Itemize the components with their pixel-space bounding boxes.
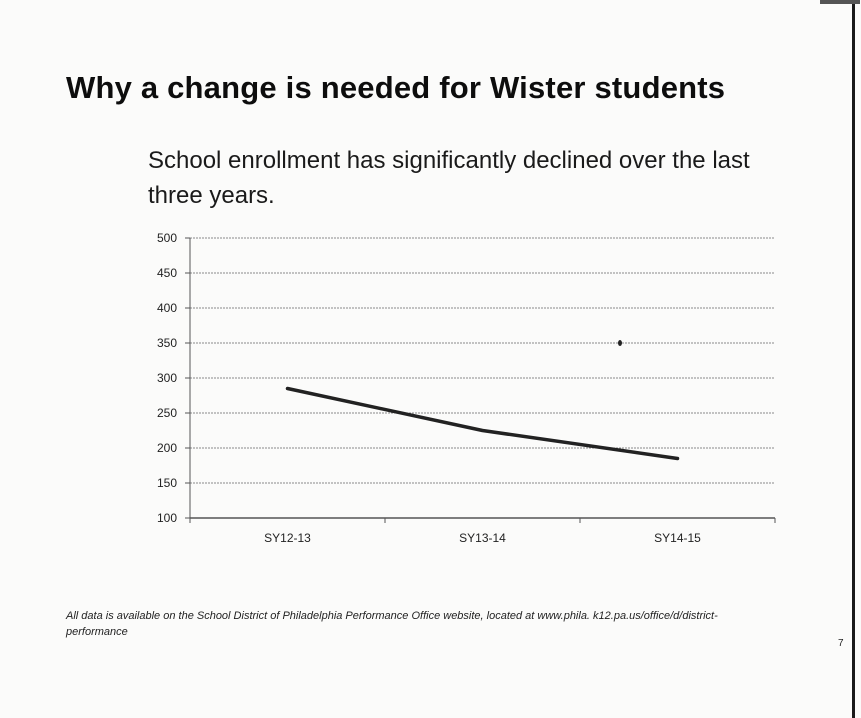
tick-labels: 100 150 200 250 300 350 400 450 500 SY12-13 SY13-1… — [157, 231, 701, 545]
data-point — [286, 387, 289, 390]
x-tick-label: SY12-13 — [264, 531, 311, 545]
x-tick-label: SY14-15 — [654, 531, 701, 545]
series — [285, 386, 680, 461]
slide-title: Why a change is needed for Wister studen… — [66, 70, 726, 105]
page-number: 7 — [838, 638, 844, 649]
x-tick-label: SY13-14 — [459, 531, 506, 545]
y-tick-label: 500 — [157, 231, 177, 245]
y-tick-label: 350 — [157, 336, 177, 350]
axes — [185, 237, 776, 523]
y-tick-label: 250 — [157, 406, 177, 420]
y-tick-label: 300 — [157, 371, 177, 385]
data-point — [676, 457, 679, 460]
y-tick-label: 100 — [157, 511, 177, 525]
source-footnote: All data is available on the School Dist… — [66, 610, 718, 638]
slide-subtitle: School enrollment has significantly decl… — [148, 147, 750, 209]
y-tick-label: 150 — [157, 476, 177, 490]
y-tick-label: 450 — [157, 266, 177, 280]
y-tick-label: 200 — [157, 441, 177, 455]
scan-border — [852, 0, 855, 718]
data-point — [481, 429, 484, 432]
scan-border-top — [820, 0, 860, 4]
stray-mark — [618, 340, 622, 346]
gridlines — [190, 237, 775, 484]
y-tick-label: 400 — [157, 301, 177, 315]
